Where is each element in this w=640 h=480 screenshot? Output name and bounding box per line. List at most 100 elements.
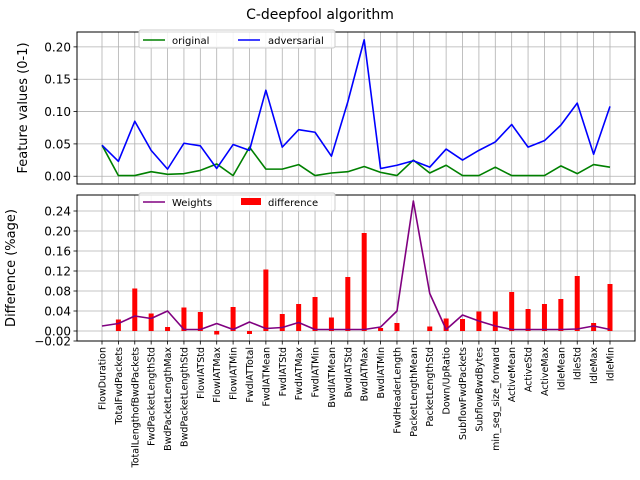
- bar-difference-18: [394, 323, 400, 331]
- xtick-label-24: min_seg_size_forward: [491, 347, 502, 451]
- xtick-label-28: IdleMean: [556, 347, 567, 390]
- bottom-ytick-label-4: 0.12: [44, 265, 71, 279]
- bar-difference-20: [427, 326, 433, 331]
- bar-difference-22: [460, 319, 466, 331]
- xtick-label-0: FlowDuration: [98, 347, 109, 410]
- xtick-label-2: TotalLengthofBwdPackets: [130, 347, 141, 469]
- bar-difference-31: [607, 284, 613, 331]
- top-panel-lines: [101, 38, 611, 177]
- bar-difference-14: [328, 317, 334, 331]
- xtick-label-25: ActiveMean: [507, 347, 518, 402]
- xtick-label-30: IdleMax: [589, 347, 600, 384]
- bottom-legend: Weights difference: [138, 192, 336, 212]
- xtick-label-5: BwdPacketLengthStd: [179, 347, 190, 447]
- xtick-label-4: BwdPacketLengthMax: [163, 347, 174, 451]
- bottom-panel: −0.020.00 0.04 0.08 0.12 0.16 0.20 0.24 Differ…: [4, 192, 636, 468]
- bottom-ytick-label-2: 0.04: [44, 305, 71, 319]
- bottom-ytick-label-0: −0.02: [34, 335, 71, 349]
- bar-difference-6: [197, 312, 203, 331]
- top-legend: original adversarial: [138, 29, 336, 49]
- xtick-label-20: PacketLengthStd: [425, 347, 436, 427]
- xtick-label-12: FwdIATMax: [294, 347, 305, 401]
- bar-difference-17: [378, 328, 384, 331]
- bar-difference-15: [345, 277, 351, 331]
- xtick-label-6: FlowIATStd: [196, 347, 207, 399]
- xtick-label-8: FlowIATMin: [229, 347, 240, 400]
- bar-difference-29: [574, 276, 580, 331]
- bar-difference-30: [591, 323, 597, 331]
- top-panel-grid: [77, 32, 635, 184]
- top-panel-frame: [76, 31, 636, 185]
- top-panel-y-ticks: 0.00 0.05 0.10 0.15 0.20: [44, 40, 77, 184]
- bar-difference-1: [115, 319, 121, 331]
- bottom-panel-frame: [76, 194, 636, 342]
- bar-difference-9: [246, 331, 252, 334]
- top-y-axis-label: Feature values (0-1): [16, 42, 31, 173]
- xtick-label-15: BwdIATStd: [343, 347, 354, 397]
- series-line-adversarial: [101, 38, 611, 170]
- bar-difference-3: [148, 313, 154, 331]
- xtick-label-19: PacketLengthMean: [409, 347, 420, 437]
- xtick-label-31: IdleMin: [606, 347, 617, 381]
- legend-label-adversarial: adversarial: [268, 36, 324, 47]
- bottom-y-axis-label: Difference (%age): [4, 209, 19, 327]
- bar-difference-11: [279, 314, 285, 331]
- legend-label-original: original: [172, 36, 209, 47]
- bar-difference-7: [214, 331, 220, 335]
- top-legend-box: [138, 29, 336, 49]
- top-ytick-label-2: 0.10: [44, 105, 71, 119]
- bar-difference-5: [181, 307, 187, 331]
- xtick-label-3: FwdPacketLengthStd: [147, 347, 158, 446]
- xtick-label-21: Down/UpRatio: [442, 347, 453, 415]
- bar-difference-16: [361, 233, 367, 331]
- bar-difference-27: [541, 304, 547, 331]
- legend-swatch-difference: [241, 198, 261, 205]
- xtick-label-22: SubflowFwdPackets: [458, 347, 469, 440]
- series-line-original: [101, 144, 611, 177]
- xtick-label-26: ActiveStd: [524, 347, 535, 392]
- bottom-panel-grid: [77, 195, 635, 342]
- bar-difference-25: [509, 292, 515, 331]
- xtick-label-23: SubflowBwdBytes: [474, 347, 485, 432]
- bottom-panel-bars: [99, 233, 613, 335]
- xtick-label-27: ActiveMax: [540, 347, 551, 396]
- xtick-label-10: FwdIATMean: [261, 347, 272, 407]
- bottom-ytick-label-3: 0.08: [44, 285, 71, 299]
- top-panel: 0.00 0.05 0.10 0.15 0.20 Feature values (0-1…: [16, 29, 636, 185]
- bar-difference-2: [132, 288, 138, 331]
- xtick-label-9: FwdIATTotal: [245, 347, 256, 403]
- xtick-label-7: FlowIATMax: [212, 347, 223, 403]
- series-line-weights: [101, 200, 611, 331]
- xtick-label-16: BwdIATMax: [360, 347, 371, 402]
- bar-difference-13: [312, 297, 318, 331]
- bottom-ytick-label-7: 0.24: [44, 205, 71, 219]
- x-axis-tick-labels: FlowDuration TotalFwdPackets TotalLengthof…: [98, 341, 617, 468]
- xtick-label-17: BwdIATMin: [376, 347, 387, 399]
- xtick-label-13: FwdIATMin: [311, 347, 322, 398]
- xtick-label-1: TotalFwdPackets: [114, 347, 125, 426]
- legend-label-difference: difference: [268, 198, 318, 209]
- bottom-ytick-label-1: 0.00: [44, 325, 71, 339]
- top-ytick-label-3: 0.15: [44, 73, 71, 87]
- bottom-ytick-label-6: 0.20: [44, 225, 71, 239]
- bottom-panel-lines: [101, 200, 611, 331]
- bottom-panel-y-ticks: −0.020.00 0.04 0.08 0.12 0.16 0.20 0.24: [34, 205, 77, 349]
- xtick-label-14: BwdIATMean: [327, 347, 338, 408]
- chart-title: C-deepfool algorithm: [246, 7, 394, 23]
- xtick-label-29: IdleStd: [573, 347, 584, 380]
- xtick-label-11: FwdIATStd: [278, 347, 289, 396]
- bar-difference-12: [296, 304, 302, 331]
- top-ytick-label-0: 0.00: [44, 170, 71, 184]
- bar-difference-21: [443, 318, 449, 331]
- top-ytick-label-4: 0.20: [44, 40, 71, 54]
- bar-difference-10: [263, 269, 269, 331]
- bar-difference-4: [165, 327, 171, 331]
- bottom-legend-box: [138, 192, 336, 212]
- top-ytick-label-1: 0.05: [44, 137, 71, 151]
- bar-difference-28: [558, 299, 564, 331]
- bar-difference-24: [492, 311, 498, 331]
- bar-difference-8: [230, 307, 236, 331]
- bar-difference-26: [525, 309, 531, 331]
- bottom-ytick-label-5: 0.16: [44, 245, 71, 259]
